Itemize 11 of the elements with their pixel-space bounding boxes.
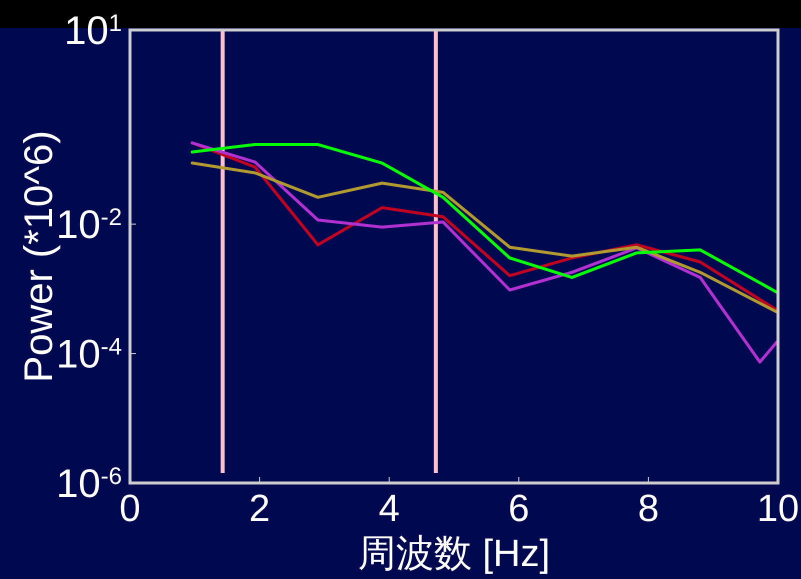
x-tick-label: 4 [378,488,400,530]
y-tick-label: 10$^{-6}$ [56,462,122,506]
line-series [190,141,778,364]
x-axis-title: 周波数 [Hz] [358,533,550,575]
x-tick-label: 8 [638,488,659,530]
x-tick-label: 6 [508,488,530,530]
y-tick-label: 10$^{-4}$ [56,332,122,377]
x-tick-label: 0 [119,488,141,530]
y-tick-label: 10$^{1}$ [64,9,122,53]
x-tick-label: 10 [756,488,800,530]
x-tick-label: 2 [249,488,270,530]
